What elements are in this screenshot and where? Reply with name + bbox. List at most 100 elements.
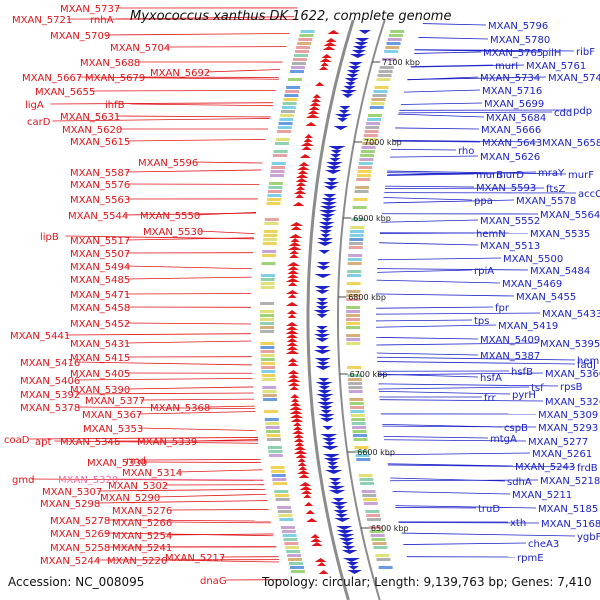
gene-label-right: murF [568,170,594,181]
gene-label-left: MXAN_5226 [107,556,167,567]
gene-label-left: MXAN_5631 [60,112,120,123]
reverse-gene-arrow [339,106,351,110]
gene-label-right: MXAN_5484 [530,266,590,277]
cog-feature [260,350,275,353]
cog-feature [268,454,283,457]
gene-label-left: MXAN_5278 [50,516,110,527]
forward-gene-arrow [290,238,300,242]
figure-title: Myxococcus xanthus DK 1622, complete gen… [130,9,452,24]
gene-label-left: MXAN_5692 [150,68,210,79]
reverse-gene-arrow [328,490,346,494]
gene-label-left: MXAN_5330 [87,458,147,469]
gene-label-left: MXAN_5290 [100,493,160,504]
cog-feature [260,342,275,345]
gene-label-right: MXAN_5419 [498,321,558,332]
inner-feature [346,294,361,297]
inner-feature [369,530,384,533]
reverse-gene-arrow [318,414,335,418]
gene-label-left: MXAN_5721 [12,15,72,26]
leader-line-left [137,411,256,415]
leader-line-left [130,103,273,107]
reverse-gene-arrow [315,366,331,370]
reverse-gene-arrow [330,150,342,154]
leader-line-right [390,479,539,482]
cog-feature [260,362,275,365]
leader-line-left [31,478,264,481]
reverse-gene-arrow [326,166,342,170]
gene-label-left: MXAN_5494 [70,262,130,273]
forward-gene-arrow [300,142,315,146]
inner-feature [359,158,374,161]
reverse-gene-arrow [315,302,329,306]
inner-feature [386,42,401,45]
leader-line-left [125,276,252,280]
gene-label-left: MXAN_5596 [138,158,198,169]
gene-label-right: hemN [476,229,506,240]
reverse-gene-arrow [316,362,330,366]
reverse-gene-arrow [318,386,331,390]
reverse-gene-arrow [358,30,371,34]
reverse-gene-arrow [340,90,358,94]
reverse-gene-arrow [352,46,368,50]
leader-line-left [105,519,271,522]
cog-feature [267,194,282,197]
gene-label-right: cdd [554,108,572,119]
gene-label-right: MXAN_5261 [532,449,592,460]
feature-tracks [260,30,405,574]
leader-line-left [75,406,255,410]
inner-feature [350,226,365,229]
reverse-gene-arrow [313,310,331,314]
cog-feature [260,282,275,285]
inner-feature [347,378,362,381]
leader-line-right [391,148,457,151]
reverse-gene-arrow [323,458,341,462]
forward-gene-arrow [314,558,327,562]
gene-label-left: MXAN_5667 [22,73,82,84]
cog-feature [277,506,292,509]
forward-gene-arrow [292,430,305,434]
cog-feature [277,130,292,133]
forward-gene-arrow [286,346,299,350]
leader-line-right [376,279,501,284]
cog-feature [260,278,275,281]
reverse-gene-arrow [346,70,361,74]
reverse-gene-arrow [315,330,329,334]
leader-line-right [376,293,515,297]
leader-line-right [376,306,494,309]
reverse-gene-arrow [315,306,329,310]
inner-feature [346,342,361,345]
inner-feature [348,390,363,393]
cog-feature [263,230,278,233]
forward-gene-arrow [285,330,299,334]
gene-label-right: frr [484,393,496,404]
forward-gene-arrow [289,250,300,254]
cog-feature [261,370,276,373]
forward-gene-arrow [287,382,301,386]
forward-gene-arrow [301,146,312,150]
gene-label-left: MXAN_5405 [70,369,130,380]
reverse-gene-arrow [342,558,361,562]
inner-feature [360,482,375,485]
inner-feature [368,526,383,529]
cog-feature [271,474,286,477]
cog-feature [260,274,275,277]
cog-feature [289,566,304,569]
reverse-gene-arrow [354,42,369,46]
forward-gene-arrow [311,98,321,102]
leader-line-right [410,64,525,68]
leader-line-right [398,111,553,114]
accession-text: Accession: NC_008095 [8,575,145,589]
cog-feature [266,430,281,433]
cog-feature [292,58,307,61]
cog-feature [284,94,299,97]
forward-gene-arrow [285,290,299,294]
gene-label-left: MXAN_5307 [42,487,102,498]
leader-line-right [407,76,547,80]
inner-feature [347,366,362,369]
gene-label-left: MXAN_5314 [122,468,182,479]
reverse-gene-arrow [330,482,342,486]
reverse-gene-arrow [316,314,328,318]
forward-gene-arrow [285,322,299,326]
reverse-gene-arrow [318,250,331,254]
gene-label-right: MXAN_5387 [480,351,540,362]
